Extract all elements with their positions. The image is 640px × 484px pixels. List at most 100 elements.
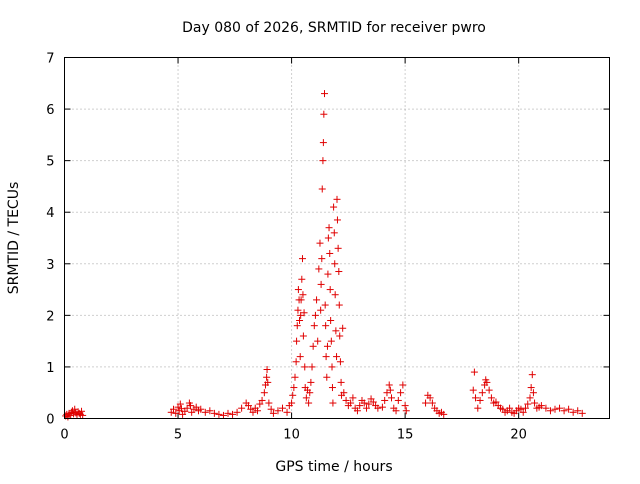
data-point [565,406,572,413]
data-point [470,387,477,394]
data-point [329,384,336,391]
data-point [338,379,345,386]
data-point [570,409,577,416]
y-tick-label: 2 [46,309,54,324]
data-point [324,343,331,350]
data-point [313,296,320,303]
data-point [334,216,341,223]
data-point [310,343,317,350]
data-point [298,276,305,283]
data-point [284,409,291,416]
data-point [386,381,393,388]
data-point [323,353,330,360]
data-point [291,374,298,381]
data-point [334,196,341,203]
data-point [399,381,406,388]
data-point [529,371,536,378]
data-point [314,338,321,345]
data-point [301,363,308,370]
data-point [329,363,336,370]
y-axis-label: SRMTID / TECUs [6,182,22,295]
y-tick-label: 7 [46,52,54,67]
data-point [318,281,325,288]
data-point [333,353,340,360]
data-point [299,291,306,298]
y-tick-label: 5 [46,155,54,170]
data-point [320,111,327,118]
chart-title: Day 080 of 2026, SRMTID for receiver pwr… [182,20,486,36]
tick-labels: 0 5 10 15 20 0 1 2 3 4 5 6 7 [46,52,527,443]
data-point [261,389,268,396]
data-point [202,409,209,416]
x-tick-label: 15 [397,428,414,443]
data-point [324,271,331,278]
data-point [325,235,332,242]
x-tick-label: 10 [283,428,300,443]
data-point [327,317,334,324]
y-tick-label: 4 [46,206,54,221]
data-point [395,397,402,404]
data-point [331,260,338,267]
data-points [62,90,586,420]
data-point [326,250,333,257]
y-tick-label: 0 [46,413,54,428]
data-point [312,312,319,319]
data-point [322,302,329,309]
grid [65,58,610,419]
data-point [335,268,342,275]
data-point [486,387,493,394]
data-point [289,392,296,399]
data-point [471,369,478,376]
x-axis-label: GPS time / hours [275,459,392,475]
data-point [238,405,245,412]
data-point [552,406,559,413]
data-point [263,374,270,381]
data-point [323,374,330,381]
data-point [265,400,272,407]
data-point [299,255,306,262]
data-point [336,332,343,339]
data-point [403,407,410,414]
data-point [321,90,328,97]
data-point [388,394,395,401]
data-point [332,291,339,298]
y-tick-label: 1 [46,361,54,376]
data-point [330,204,337,211]
scatter-chart: 0 5 10 15 20 0 1 2 3 4 5 6 7 Day 080 of 2026, SRMTID… [0,0,640,480]
data-point [474,405,481,412]
data-point [331,229,338,236]
data-point [293,358,300,365]
data-point [300,332,307,339]
plot-frame [65,58,610,419]
data-point [316,240,323,247]
data-point [320,139,327,146]
y-tick-label: 6 [46,103,54,118]
data-point [397,389,404,396]
data-point [339,325,346,332]
data-point [337,358,344,365]
data-point [307,379,314,386]
chart-container: 0 5 10 15 20 0 1 2 3 4 5 6 7 Day 080 of 2026, SRMTID… [0,0,640,480]
data-point [329,400,336,407]
data-point [335,245,342,252]
data-point [332,327,339,334]
y-tick-label: 3 [46,258,54,273]
x-tick-label: 20 [510,428,527,443]
data-point [422,400,429,407]
data-point [297,353,304,360]
data-point [315,265,322,272]
data-point [326,224,333,231]
x-tick-label: 0 [60,428,68,443]
axis-ticks [65,58,610,419]
data-point [322,322,329,329]
data-point [295,286,302,293]
data-point [317,307,324,314]
data-point [215,411,222,418]
data-point [479,389,486,396]
x-tick-label: 5 [174,428,182,443]
data-point [319,157,326,164]
data-point [311,322,318,329]
data-point [327,286,334,293]
data-point [293,338,300,345]
data-point [318,255,325,262]
